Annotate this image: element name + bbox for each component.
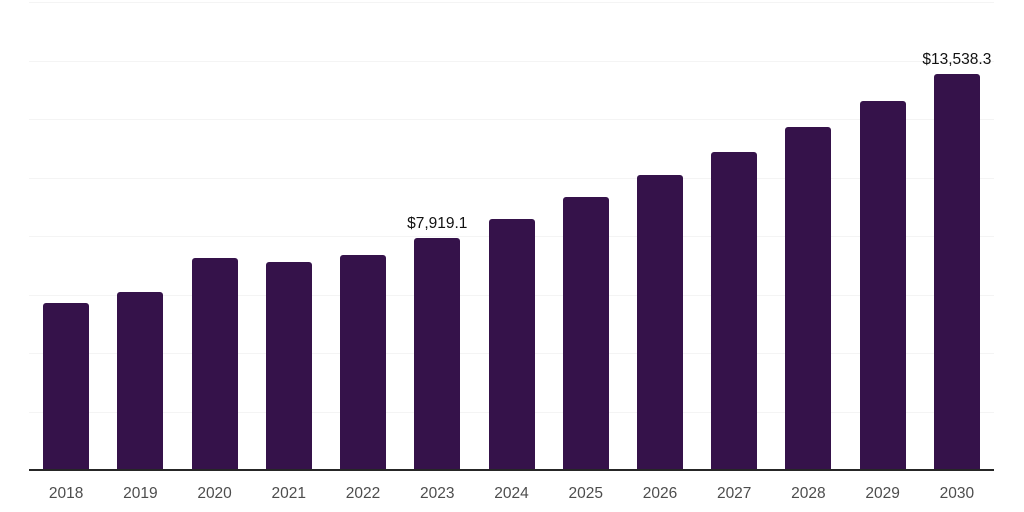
bar-2022 bbox=[340, 255, 387, 470]
x-tick-label-2030: 2030 bbox=[939, 485, 975, 502]
data-label-2030: $13,538.3 bbox=[922, 50, 992, 68]
gridline bbox=[29, 60, 994, 62]
x-tick-label-2018: 2018 bbox=[48, 485, 84, 502]
bar-2023 bbox=[414, 238, 461, 470]
bar-2025 bbox=[562, 197, 609, 470]
x-tick-label-2025: 2025 bbox=[568, 485, 603, 502]
x-tick-label-2022: 2022 bbox=[345, 485, 381, 502]
gridline bbox=[29, 2, 994, 3]
x-tick-label-2021: 2021 bbox=[271, 485, 307, 502]
x-tick-label-2019: 2019 bbox=[123, 485, 158, 502]
data-label-2023: $7,919.1 bbox=[407, 214, 468, 232]
x-tick-label-2028: 2028 bbox=[791, 485, 826, 502]
bar-2020 bbox=[191, 257, 238, 470]
gridline bbox=[29, 177, 994, 179]
bar-2030 bbox=[933, 74, 980, 470]
bar-2026 bbox=[636, 174, 683, 470]
bar-2021 bbox=[265, 262, 312, 470]
bar-2028 bbox=[785, 126, 832, 470]
x-tick-label-2020: 2020 bbox=[197, 485, 232, 502]
x-tick-label-2029: 2029 bbox=[865, 485, 900, 502]
bar-2024 bbox=[488, 219, 535, 470]
plot-area: $7,919.1 $13,538.3 bbox=[29, 2, 994, 470]
gridline bbox=[29, 119, 994, 120]
bar-2027 bbox=[711, 152, 758, 470]
x-tick-label-2026: 2026 bbox=[642, 485, 678, 502]
bar-2019 bbox=[117, 291, 164, 470]
x-tick-label-2023: 2023 bbox=[420, 485, 455, 502]
x-tick-label-2027: 2027 bbox=[716, 485, 752, 502]
x-tick-label-2024: 2024 bbox=[494, 485, 529, 502]
bar-2029 bbox=[859, 100, 906, 470]
x-axis-line bbox=[29, 469, 994, 471]
bar-2018 bbox=[43, 302, 90, 470]
x-axis-tick-labels: 2018 2019 2020 2021 2022 2023 2024 2025 2026 2027… bbox=[29, 485, 994, 505]
